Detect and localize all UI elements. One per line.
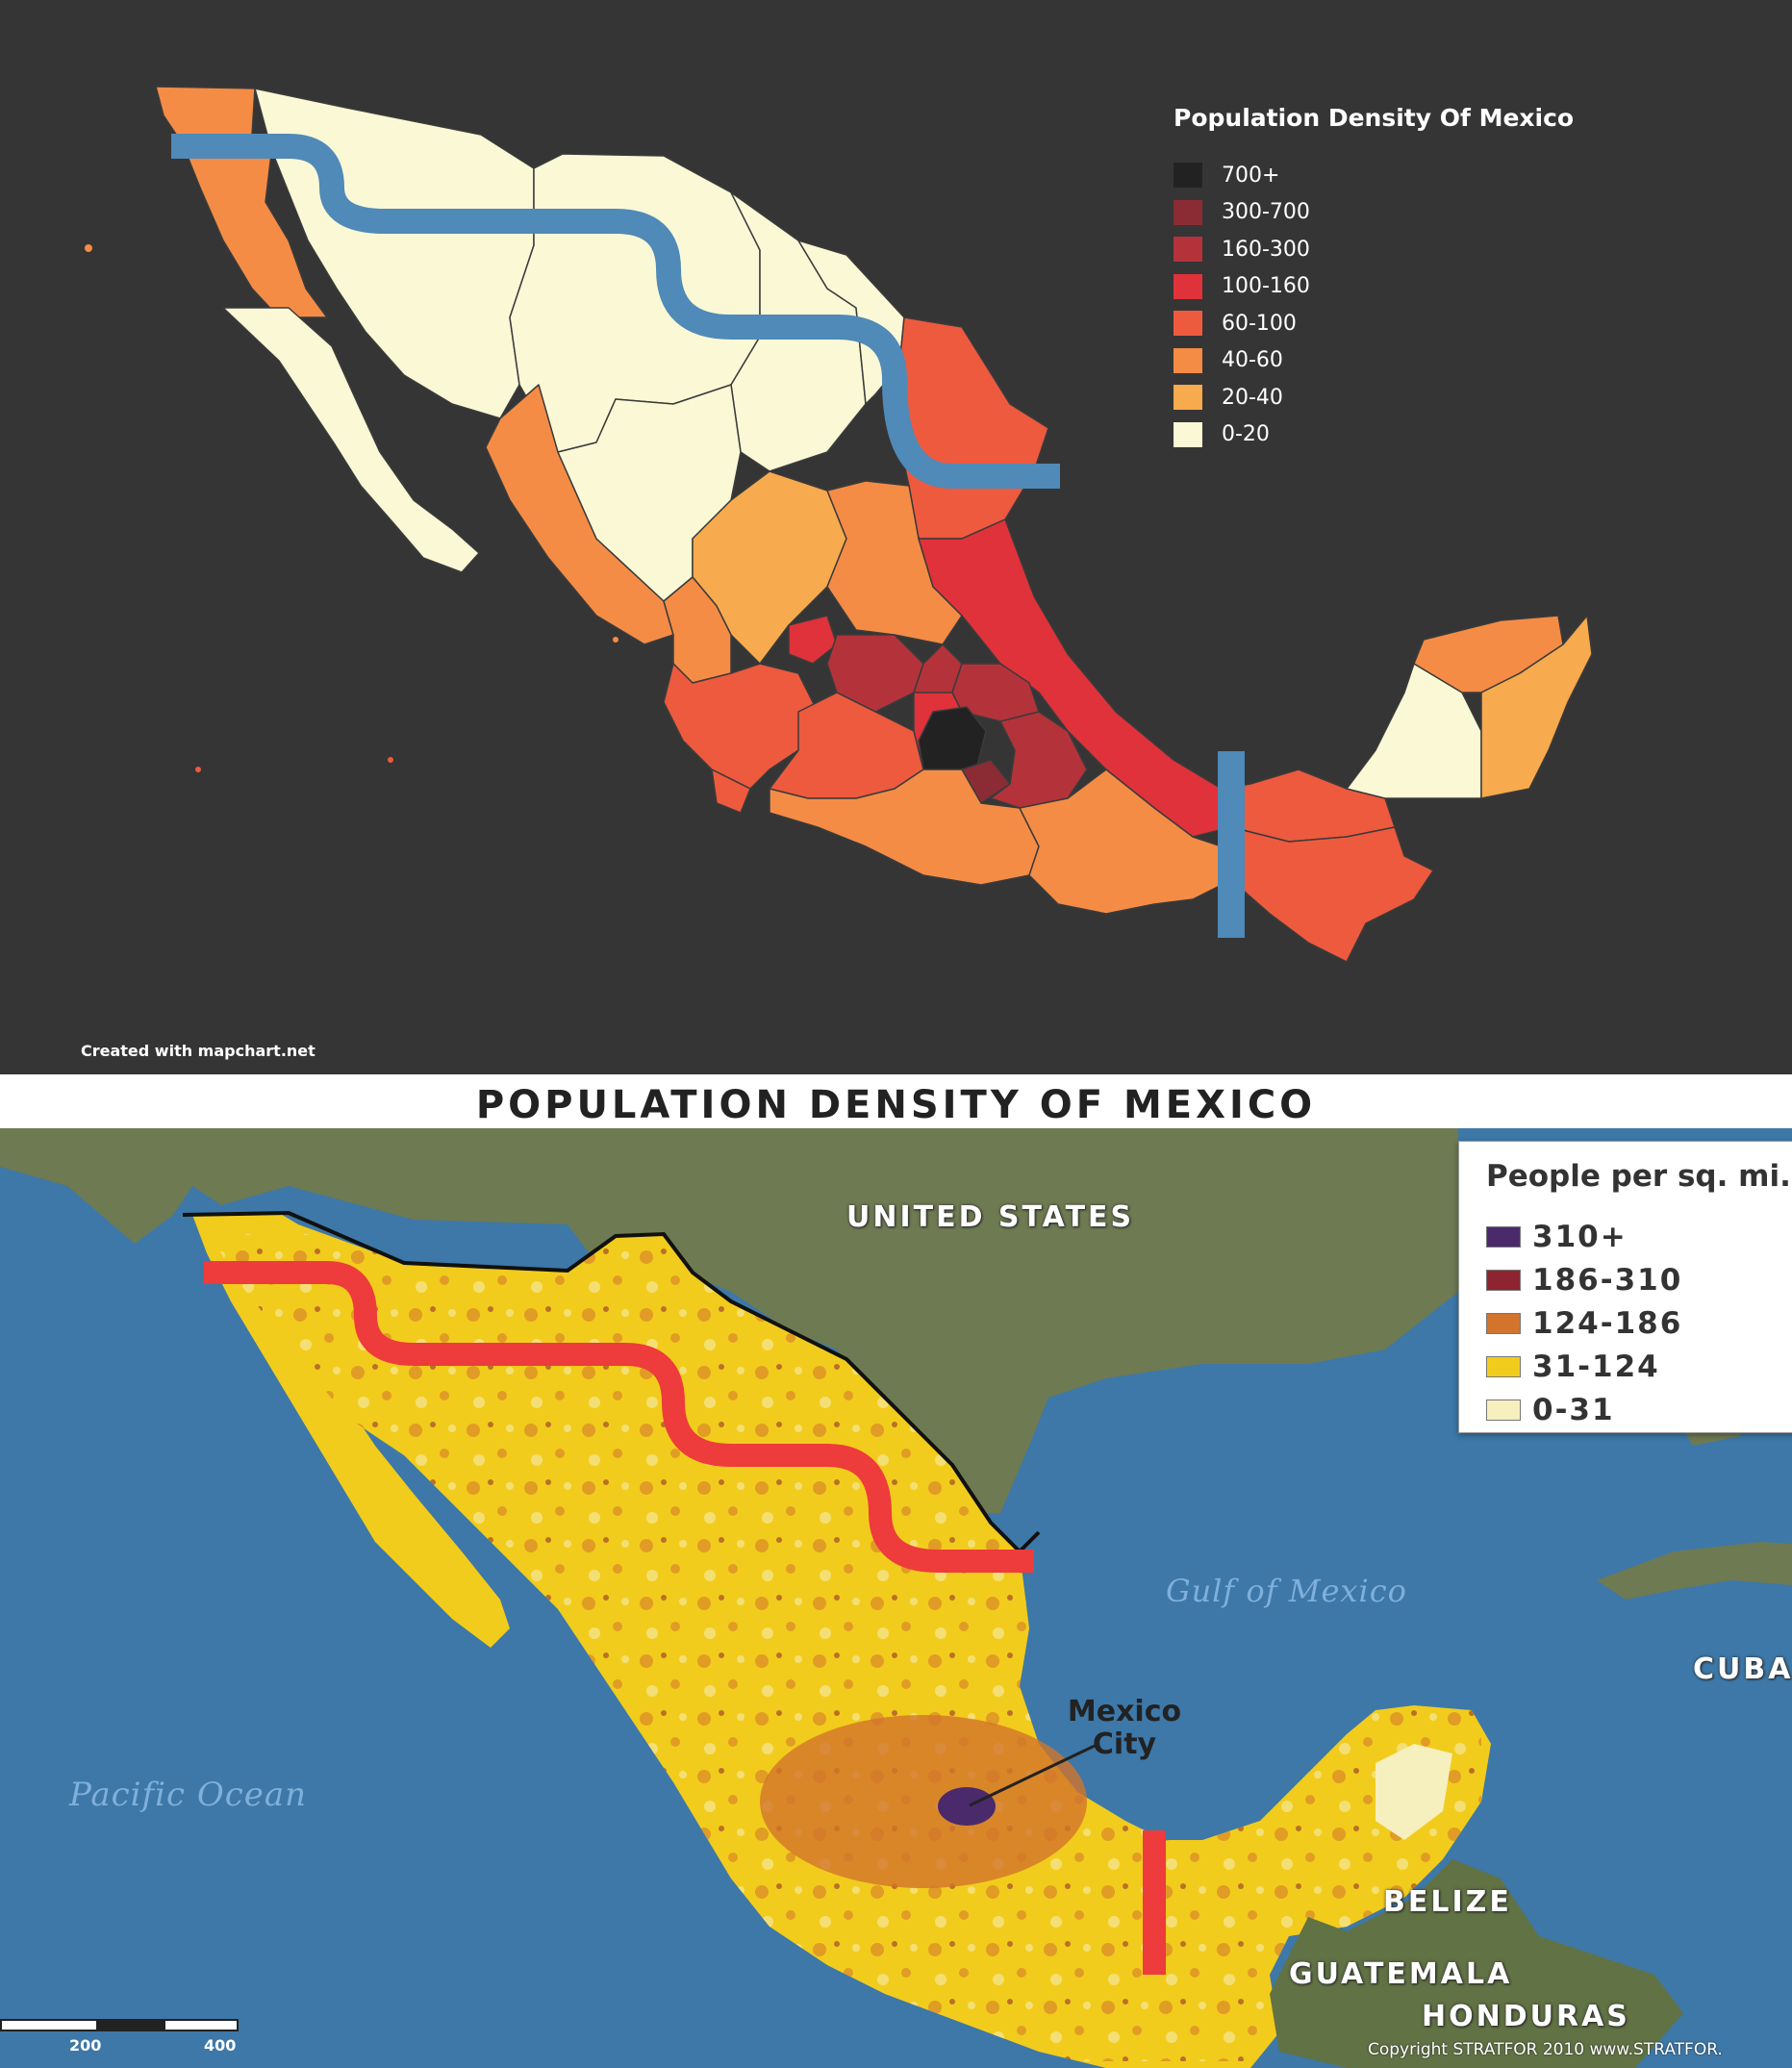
legend-swatch (1174, 347, 1202, 373)
divider-line-north (204, 1261, 1034, 1573)
legend-swatch (1174, 163, 1202, 189)
state-durango (557, 384, 742, 602)
legend-item: 300-700 (1174, 194, 1574, 232)
legend-swatch (1174, 421, 1202, 447)
mapchart-panel: Population Density Of Mexico 700+ 300-700… (0, 0, 1792, 1074)
legend-label: 186-310 (1532, 1262, 1683, 1298)
legend-label: 300-700 (1222, 200, 1310, 225)
state-aguascalientes (788, 615, 838, 665)
legend-label: 124-186 (1532, 1305, 1683, 1341)
legend-swatch (1174, 311, 1202, 337)
legend-label: 60-100 (1222, 311, 1297, 336)
cuba-land (1597, 1542, 1792, 1600)
copyright-text: Copyright STRATFOR 2010 www.STRATFOR. (1368, 2040, 1723, 2059)
legend-item: 124-186 (1486, 1301, 1682, 1345)
scale-segment (164, 2019, 239, 2031)
legend-swatch (1486, 1269, 1521, 1291)
state-zacatecas (692, 470, 847, 665)
legend-item: 160-300 (1174, 231, 1574, 268)
legend-swatch (1486, 1312, 1521, 1334)
legend-label: 700+ (1222, 163, 1280, 188)
state-guanajuato (826, 634, 924, 713)
label-mexico-city: Mexico City (1062, 1696, 1187, 1761)
legend-swatch (1174, 237, 1202, 263)
legend-item: 20-40 (1174, 379, 1574, 416)
title-bar: POPULATION DENSITY OF MEXICO (0, 1074, 1792, 1128)
legend-swatch (1486, 1225, 1521, 1248)
legend-rows: 700+ 300-700 160-300 100-160 60-100 40-60 20-4… (1174, 157, 1574, 453)
legend-item: 0-20 (1174, 416, 1574, 454)
state-chiapas (1221, 826, 1434, 963)
label-gulf-of-mexico: Gulf of Mexico (1166, 1573, 1407, 1609)
state-sinaloa (485, 384, 674, 645)
island-marker (85, 244, 92, 252)
divider-line-north (171, 134, 1060, 489)
central-density-region (760, 1715, 1087, 1888)
legend-swatch (1486, 1355, 1521, 1377)
state-baja-california-sur (222, 307, 480, 573)
legend-label: 31-124 (1532, 1349, 1660, 1384)
island-marker (388, 757, 393, 763)
city-pointer (969, 1744, 1096, 1807)
legend-label: 100-160 (1222, 274, 1310, 299)
legend-label: 310+ (1532, 1219, 1628, 1254)
legend-item: 60-100 (1174, 305, 1574, 342)
legend-label: 0-20 (1222, 422, 1270, 447)
mexico-city-text: Mexico City (1067, 1695, 1182, 1761)
scale-tick-label: 200 (69, 2036, 102, 2055)
legend-item: 186-310 (1486, 1258, 1682, 1301)
legend-label: 40-60 (1222, 348, 1283, 373)
legend-swatch (1174, 385, 1202, 411)
legend-title: Population Density Of Mexico (1174, 104, 1575, 132)
state-colima (711, 769, 751, 814)
legend-title: People per sq. mi. (1486, 1159, 1791, 1194)
scale-bar: 200 400 (0, 2019, 240, 2057)
island-marker (195, 767, 201, 772)
legend: Population Density Of Mexico 700+ 300-700… (1174, 104, 1574, 453)
us-land (0, 1128, 1458, 1513)
legend-label: 160-300 (1222, 237, 1310, 262)
scale-tick-label: 400 (204, 2036, 237, 2055)
central-america-land (1270, 1859, 1683, 2068)
scale-segment (0, 2019, 100, 2031)
stratfor-panel: UNITED STATES Gulf of Mexico CUBA Pacifi… (0, 1128, 1792, 2068)
scale-segment (96, 2019, 167, 2031)
legend-swatch (1174, 273, 1202, 299)
state-tamaulipas (898, 316, 1049, 540)
label-pacific-ocean: Pacific Ocean (69, 1776, 308, 1814)
state-campeche (1346, 663, 1482, 799)
legend-swatch (1174, 199, 1202, 225)
state-oaxaca (1019, 769, 1232, 915)
label-guatemala: GUATEMALA (1289, 1957, 1513, 1991)
border-line (182, 1210, 1041, 1554)
legend-item: 700+ (1174, 157, 1574, 194)
legend: People per sq. mi. 310+ 186-310 124-186 31-… (1458, 1141, 1792, 1433)
legend-item: 31-124 (1486, 1345, 1682, 1388)
label-cuba: CUBA (1693, 1652, 1792, 1686)
legend-item: 100-160 (1174, 268, 1574, 306)
state-nuevo-leon (797, 240, 905, 405)
label-belize: BELIZE (1383, 1885, 1512, 1919)
legend-swatch (1486, 1399, 1521, 1421)
state-quintana-roo (1480, 615, 1593, 799)
legend-rows: 310+ 186-310 124-186 31-124 0-31 (1486, 1215, 1682, 1431)
core-density-region (938, 1787, 996, 1826)
page-title: POPULATION DENSITY OF MEXICO (475, 1083, 1317, 1127)
legend-label: 20-40 (1222, 385, 1283, 410)
label-honduras: HONDURAS (1422, 2000, 1630, 2033)
legend-label: 0-31 (1532, 1392, 1615, 1427)
mexico-state-map (85, 86, 1593, 963)
credit-text: Created with mapchart.net (81, 1042, 315, 1060)
legend-item: 40-60 (1174, 342, 1574, 380)
label-united-states: UNITED STATES (846, 1200, 1135, 1234)
legend-item: 0-31 (1486, 1388, 1682, 1431)
yucatan-light (1376, 1744, 1452, 1840)
state-san-luis-potosi (826, 480, 963, 645)
island-marker (613, 637, 618, 643)
legend-item: 310+ (1486, 1215, 1682, 1258)
